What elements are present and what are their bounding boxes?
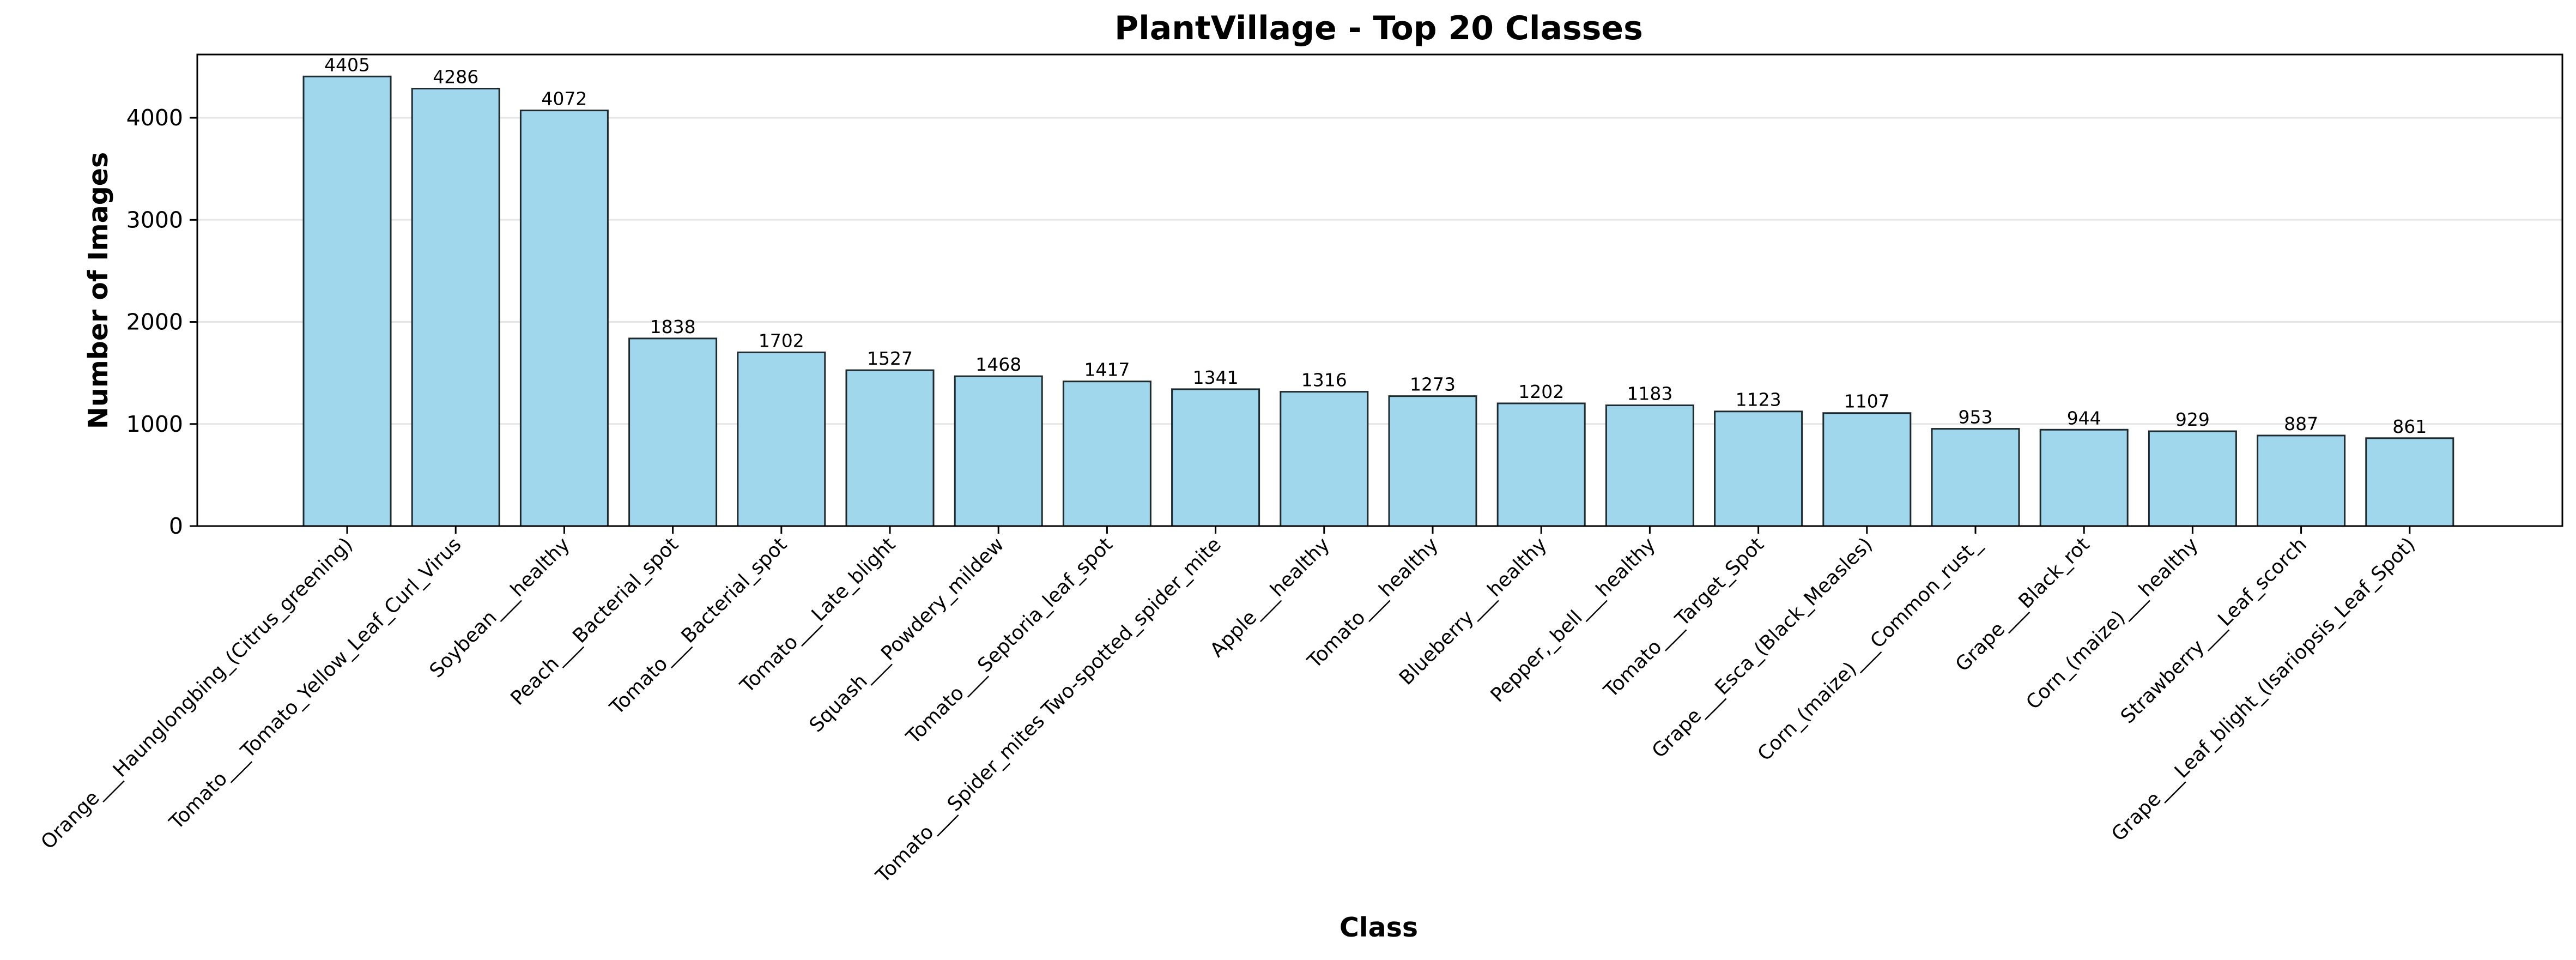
bar [1931, 428, 2020, 527]
x-tick-label: Tomato___Septoria_leaf_spot [902, 533, 1117, 748]
bar [2365, 437, 2454, 527]
bar [302, 75, 392, 527]
bar [1388, 395, 1477, 527]
bar-value-labels: 4405 4286 4072 1838 1702 1527 1468 1417 1341 1316… [324, 54, 2427, 437]
bar [2148, 430, 2237, 527]
x-tick-label: Grape___Esca_(Black_Measles) [1648, 533, 1877, 762]
bar-value-label: 1202 [1518, 381, 1564, 402]
x-tick-label: Tomato___Bacterial_spot [605, 533, 791, 719]
x-tick-label: Strawberry___Leaf_scorch [2117, 533, 2311, 728]
y-tick-label: 1000 [126, 411, 183, 437]
bars [302, 75, 2454, 527]
chart-title: PlantVillage - Top 20 Classes [1114, 9, 1643, 47]
bar [2257, 434, 2346, 527]
bar [519, 110, 609, 527]
bar-value-label: 929 [2175, 409, 2210, 430]
x-tick-label: Corn_(maize)___healthy [2022, 533, 2202, 714]
bar-value-label: 861 [2392, 416, 2427, 437]
plot-frame [196, 53, 2563, 527]
bar [1714, 410, 1803, 527]
bar [737, 351, 826, 527]
bar-value-label: 1341 [1193, 367, 1239, 388]
y-axis: 0 1000 2000 3000 4000 [126, 105, 197, 539]
bar [1822, 412, 1912, 527]
bar-value-label: 1468 [975, 354, 1021, 375]
bar-value-label: 4405 [324, 54, 370, 75]
bar [1062, 381, 1151, 527]
x-axis: Orange___Haunglongbing_(Citrus_greening)… [37, 526, 2420, 887]
bar-value-label: 887 [2284, 413, 2318, 434]
bar [1280, 391, 1369, 527]
y-tick-label: 3000 [126, 207, 183, 233]
bar-value-label: 4286 [433, 67, 478, 88]
bar [1496, 402, 1586, 527]
bar [845, 369, 935, 527]
x-tick-label: Apple___healthy [1206, 533, 1334, 661]
y-axis-label: Number of Images [83, 152, 114, 429]
y-tick-label: 0 [169, 513, 183, 539]
x-axis-label: Class [1339, 912, 1418, 943]
bar-value-label: 953 [1959, 407, 1993, 428]
bar [2039, 428, 2129, 527]
bar-value-label: 1123 [1736, 389, 1781, 410]
bar-value-label: 4072 [541, 88, 587, 110]
bar-value-label: 1417 [1084, 359, 1130, 381]
bar-value-label: 1183 [1627, 383, 1672, 404]
bar-value-label: 1273 [1410, 374, 1456, 395]
bar-value-label: 1838 [650, 316, 696, 337]
bar [628, 337, 718, 527]
bar [954, 375, 1043, 527]
y-tick-label: 2000 [126, 309, 183, 335]
bar-value-label: 944 [2067, 407, 2101, 428]
bar-value-label: 1702 [759, 330, 804, 351]
x-tick-label: Corn_(maize)___Common_rust_ [1754, 533, 1986, 765]
bar-value-label: 1316 [1301, 370, 1347, 391]
bar [411, 88, 500, 527]
x-tick-label: Squash___Powdery_mildew [805, 533, 1008, 736]
y-tick-label: 4000 [126, 105, 183, 131]
bar [1605, 404, 1694, 527]
bar-value-label: 1107 [1844, 391, 1890, 412]
bar [1171, 388, 1260, 527]
bar-value-label: 1527 [867, 348, 913, 369]
